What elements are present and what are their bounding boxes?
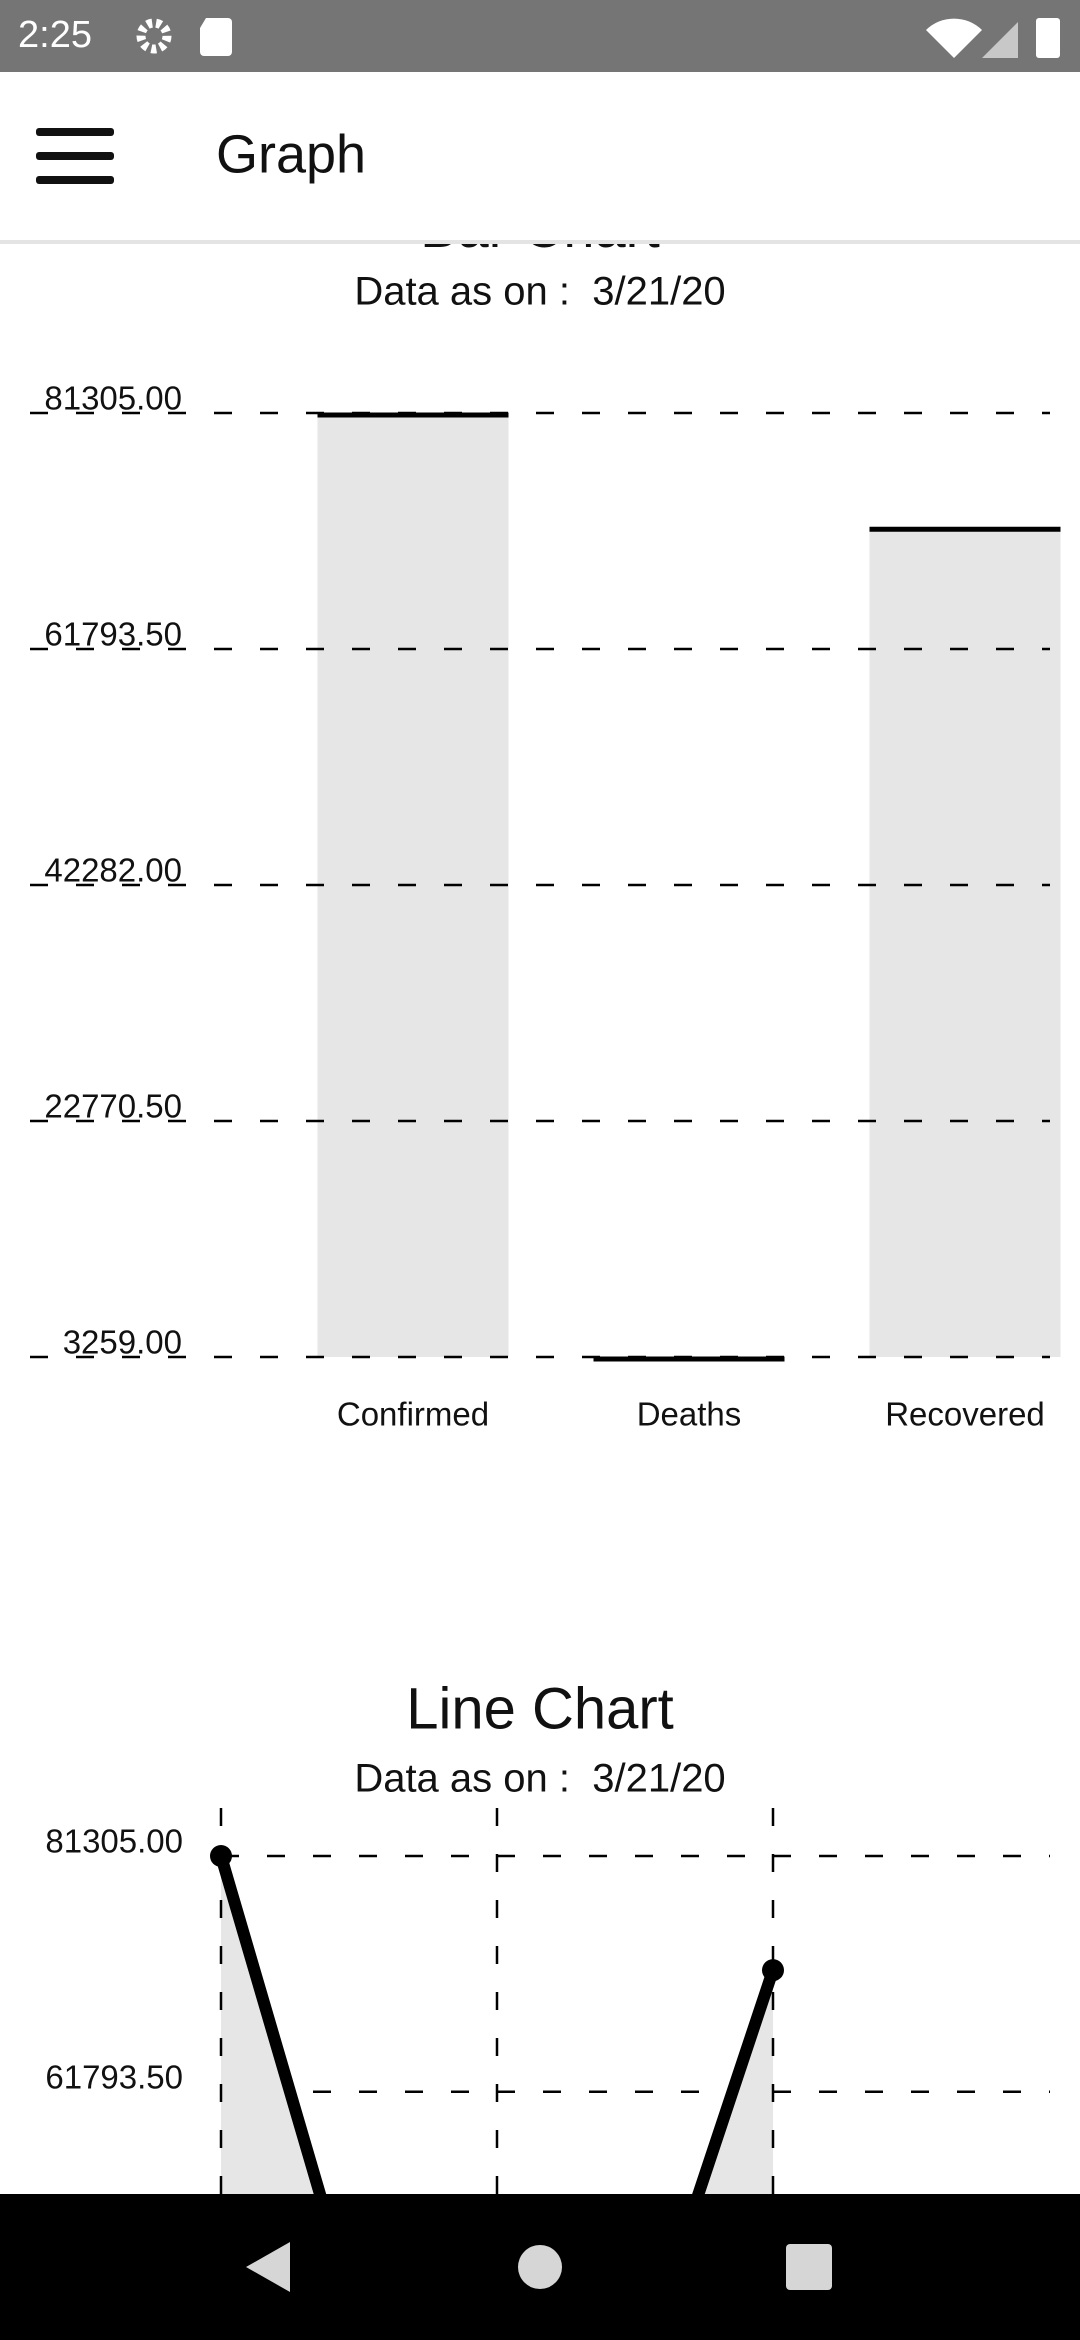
x-tick-label: Deaths [637,1396,742,1433]
sd-card-icon [200,18,232,56]
x-tick-label: Recovered [885,1396,1045,1433]
x-tick-label: Confirmed [337,1396,489,1433]
y-tick-label: 22770.50 [44,1088,182,1125]
battery-icon [1036,18,1060,58]
chart-title: Line Chart [406,1676,674,1741]
y-tick-label: 81305.00 [44,380,182,417]
content: 3259.00 22770.50 42282.00 61793.50 81305.00 C… [30,196,1061,2340]
status-bar: 2:25 [0,0,1080,72]
navigation-bar [0,2194,1080,2340]
menu-button[interactable] [36,128,114,184]
y-tick-label: 81305.00 [45,1823,183,1860]
grid [30,411,1050,1359]
signal-icon [982,22,1018,58]
app-bar-shadow [0,240,1080,244]
wifi-icon [926,18,982,59]
settings-icon [136,18,172,54]
chart-subtitle: Data as on : 3/21/20 [354,1757,725,1801]
home-button[interactable] [518,2245,562,2289]
bar [869,527,1061,1357]
menu-icon-bar [36,152,114,160]
y-tick-label: 61793.50 [44,616,182,653]
line-point [762,1959,784,1982]
app-bar-title: Graph [216,124,366,184]
back-button[interactable] [246,2242,290,2292]
recents-button[interactable] [786,2244,832,2290]
app-bar-background [0,72,1080,240]
chart-subtitle: Data as on : 3/21/20 [354,270,725,314]
y-tick-label: 42282.00 [44,852,182,889]
status-bar-background [0,0,1080,72]
menu-icon-bar [36,176,114,184]
line-point [210,1845,232,1867]
menu-icon-bar [36,128,114,136]
status-time: 2:25 [18,14,92,56]
y-tick-label: 61793.50 [45,2058,183,2095]
bar-chart: 3259.00 22770.50 42282.00 61793.50 81305.00 C… [30,196,1061,1433]
y-tick-label: 3259.00 [63,1324,182,1361]
app-bar: Graph [0,72,1080,244]
